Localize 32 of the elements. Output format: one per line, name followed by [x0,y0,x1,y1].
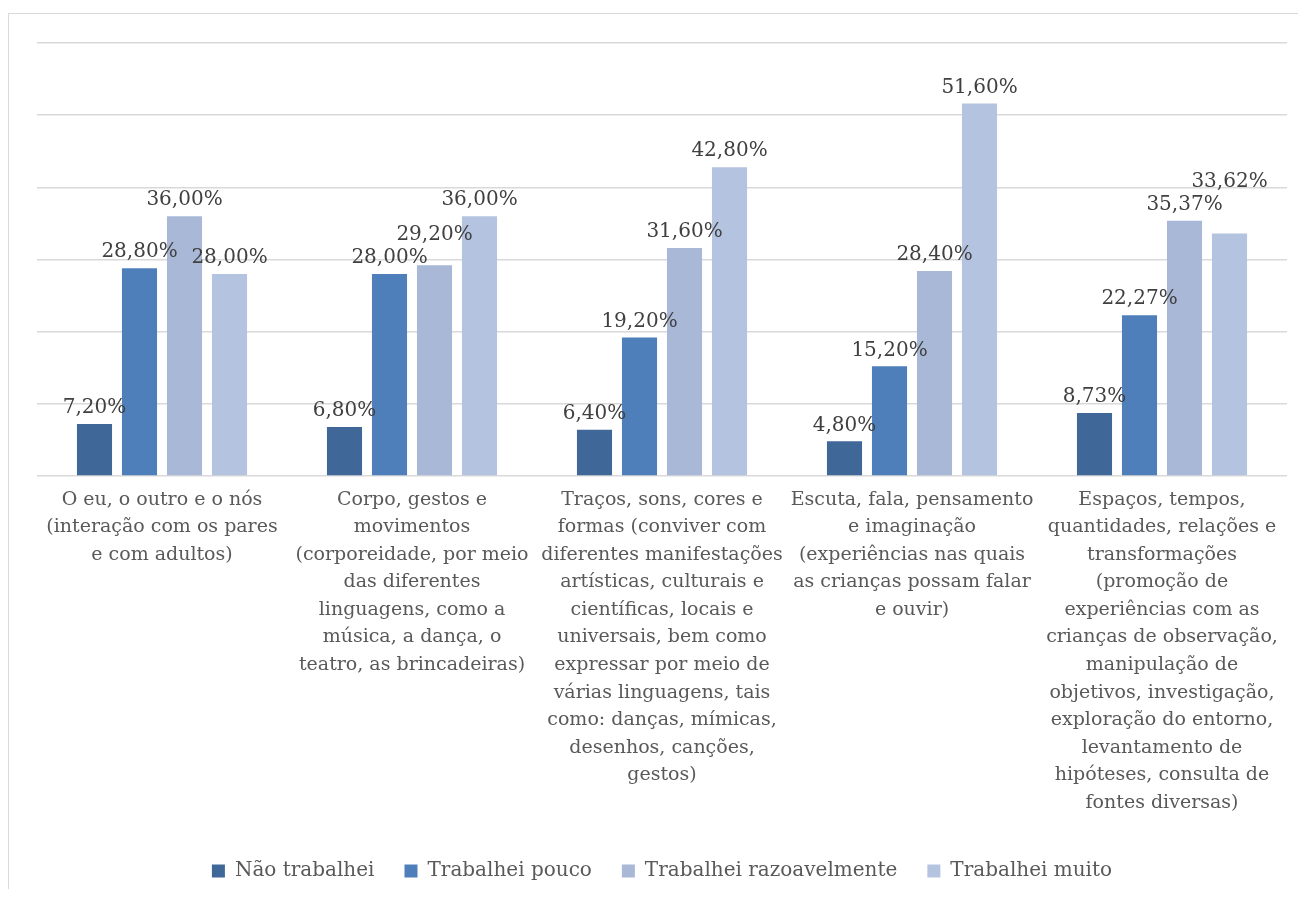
bar [826,441,863,476]
bar [416,265,453,476]
data-label: 51,60% [941,73,1018,98]
data-label: 36,00% [146,186,223,211]
legend-label: Trabalhei muito [950,857,1113,882]
data-label: 35,37% [1146,190,1223,215]
legend-label: Trabalhei razoavelmente [644,857,898,882]
legend-label: Trabalhei pouco [427,857,592,882]
data-label: 28,40% [896,241,973,266]
bar [1076,413,1113,476]
data-label: 36,00% [441,186,518,211]
data-label: 29,20% [396,221,473,246]
bar [326,426,363,476]
data-label: 33,62% [1191,167,1268,192]
data-label: 31,60% [646,218,723,243]
bar [211,273,248,476]
data-label: 28,00% [191,244,268,269]
bar [576,429,613,476]
data-label: 22,27% [1101,285,1178,310]
bar [76,424,113,476]
category-label: Traços, sons, cores e formas (conviver com diferentes manifestações artísticas, culturais e científicas, locais e universais, bem como expressar por meio de várias linguagens, tais como: danças, mímicas, desenhos, canções, gestos) [541,486,783,785]
data-label: 28,00% [351,244,428,269]
x-tick-label: Corpo, gestos e movimentos (corporeidade, por meio das diferentes linguagens, como a música, a dança, o teatro, as brincadeiras) [295,486,529,675]
data-label: 15,20% [851,336,928,361]
x-tick-label: Escuta, fala, pensamento e imaginação (experiências nas quais as crianças possam falar e ouvir) [790,486,1034,619]
category-label: Espaços, tempos, quantidades, relações e transformações (promoção de experiências com as crianças de observação, manipulação de objetivos, investigação, exploração do entorno, levantamento de hipóteses, consulta de fontes diversas) [1046,486,1278,812]
data-label: 28,80% [101,238,178,263]
data-label: 42,80% [691,137,768,162]
data-label: 19,20% [601,307,678,332]
x-tick-label: O eu, o outro e o nós (interação com os pares e com adultos) [46,486,278,564]
bar [1211,233,1248,476]
legend-label: Não trabalhei [234,857,375,882]
